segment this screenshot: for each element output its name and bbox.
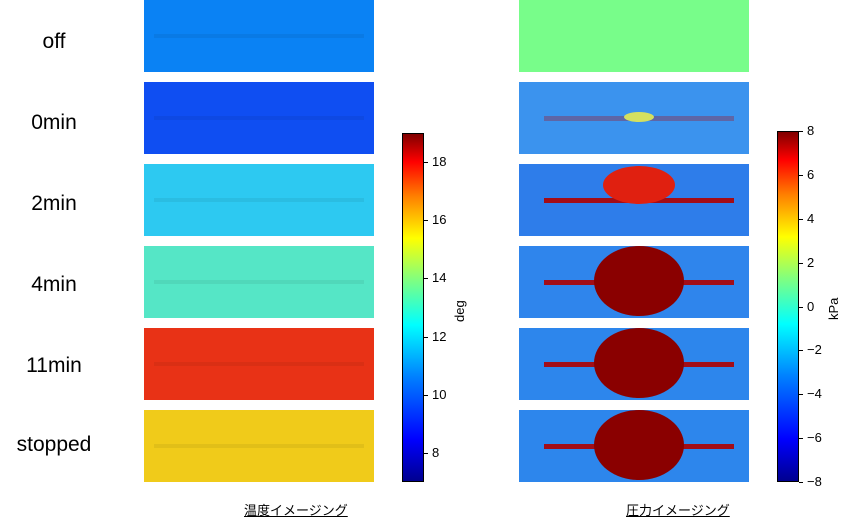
pressure-tickmark — [799, 131, 803, 132]
pressure-panel-off — [519, 0, 749, 72]
temperature-tickmark — [424, 394, 428, 396]
temperature-tick-label: 14 — [432, 270, 447, 286]
pressure-panel-0min — [519, 82, 749, 154]
pressure-panel-2min — [519, 164, 749, 236]
temperature-panel-0min — [144, 82, 374, 154]
pressure-tickmark — [799, 350, 803, 352]
pressure-panel-11min — [519, 328, 749, 400]
temperature-caption: 温度イメージング — [244, 503, 348, 518]
temperature-unit-label: deg — [452, 300, 467, 322]
row-label-0min: 0min — [31, 111, 77, 134]
temperature-tickmark — [424, 162, 428, 164]
pressure-caption: 圧力イメージング — [626, 503, 730, 518]
temperature-tickmark — [424, 336, 428, 338]
temperature-tick-label: 18 — [432, 154, 447, 170]
temperature-panel-11min — [144, 328, 374, 400]
temperature-tick-label: 10 — [432, 386, 447, 402]
temperature-colorbar — [402, 133, 424, 482]
temperature-tick-label: 12 — [432, 328, 447, 344]
pressure-tick-label: 0 — [807, 298, 815, 314]
pressure-tick-label: −2 — [807, 342, 822, 358]
pressure-tick-label: 2 — [807, 254, 815, 270]
pressure-panel-stopped — [519, 410, 749, 482]
temperature-tick-label: 16 — [432, 212, 447, 228]
pressure-tickmark — [799, 438, 803, 440]
temperature-panel-2min — [144, 164, 374, 236]
row-label-off: off — [42, 30, 66, 53]
temperature-panel-off — [144, 0, 374, 72]
pressure-unit-label: kPa — [826, 297, 841, 320]
pressure-tickmark — [799, 174, 803, 176]
temperature-tickmark — [424, 220, 428, 222]
temperature-panel-stopped — [144, 410, 374, 482]
pressure-tickmark — [799, 306, 803, 308]
temperature-panel-4min — [144, 246, 374, 318]
pressure-tick-label: −8 — [807, 474, 822, 489]
pressure-tickmark — [799, 482, 803, 483]
temperature-tick-label: 8 — [432, 444, 440, 460]
row-label-11min: 11min — [26, 354, 82, 377]
row-label-stopped: stopped — [16, 433, 92, 456]
pressure-tick-label: 8 — [807, 123, 815, 138]
pressure-tick-label: 6 — [807, 166, 815, 182]
pressure-tick-label: −6 — [807, 430, 822, 446]
row-label-4min: 4min — [31, 273, 77, 296]
temperature-tickmark — [424, 452, 428, 454]
pressure-colorbar — [777, 131, 799, 482]
pressure-tick-label: 4 — [807, 210, 815, 226]
pressure-tickmark — [799, 394, 803, 396]
temperature-tickmark — [424, 278, 428, 280]
pressure-panel-4min — [519, 246, 749, 318]
pressure-tickmark — [799, 218, 803, 220]
pressure-tick-label: −4 — [807, 386, 822, 402]
row-label-2min: 2min — [31, 192, 77, 215]
pressure-tickmark — [799, 262, 803, 264]
